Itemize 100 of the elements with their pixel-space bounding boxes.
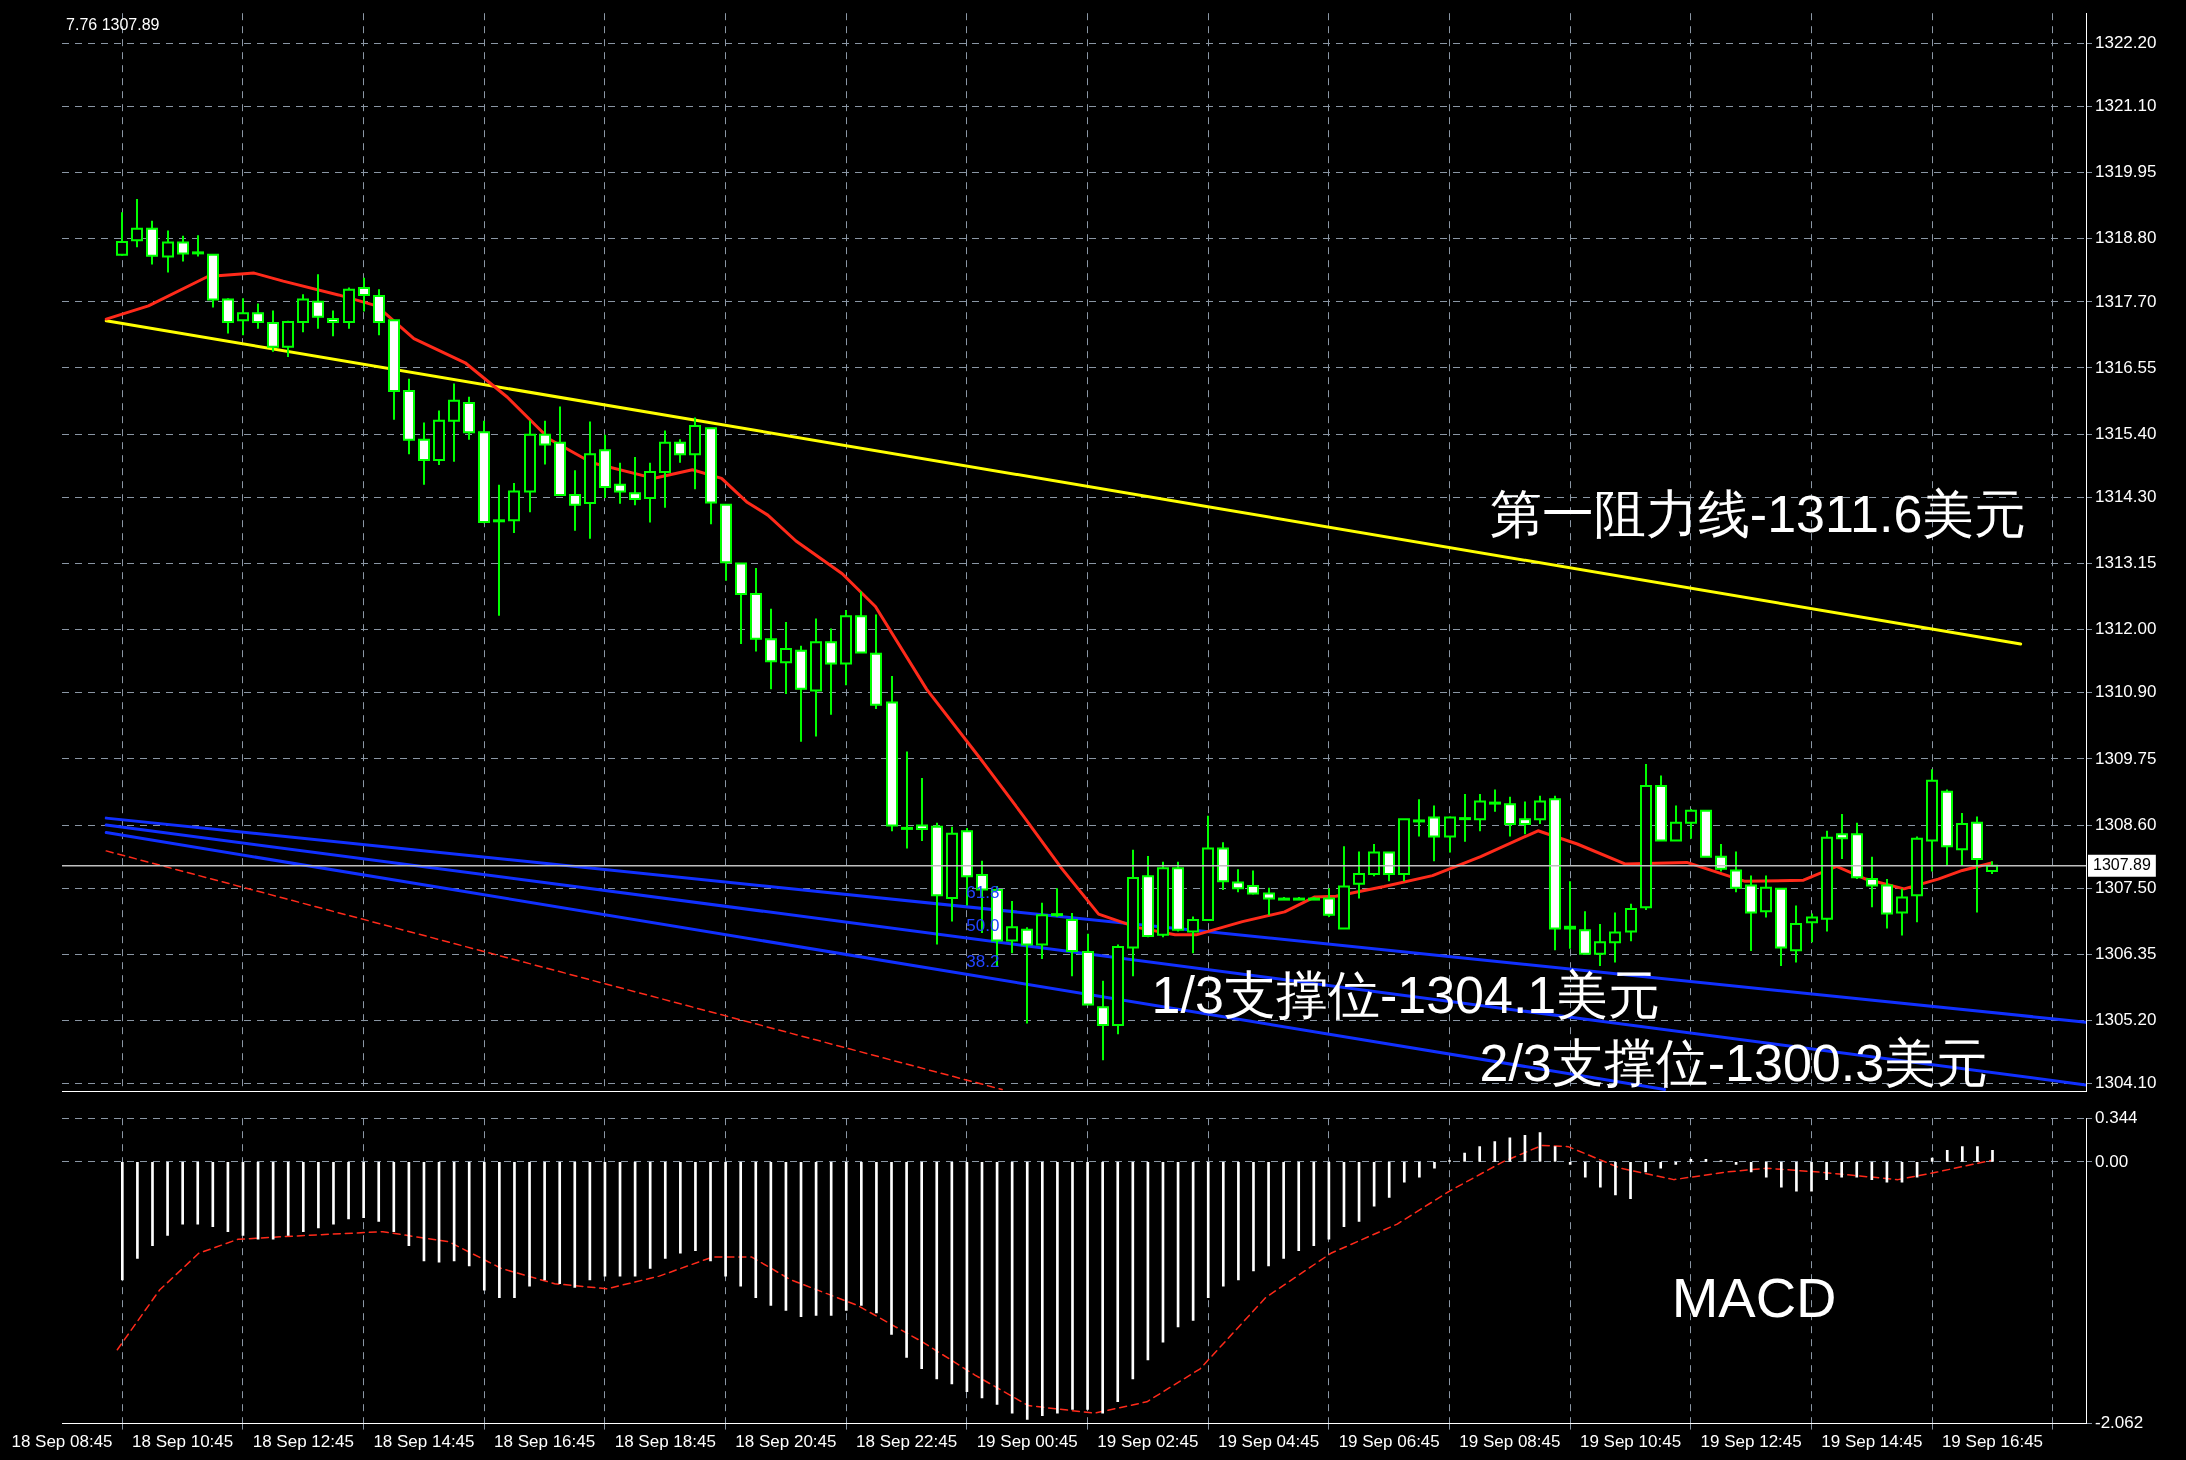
x-tick-label: 18 Sep 12:45: [252, 1432, 354, 1452]
y-tick-label: 0.00: [2095, 1151, 2129, 1171]
bar: [362, 1162, 365, 1219]
bar: [1252, 1162, 1255, 1272]
bar: [1629, 1162, 1632, 1200]
annotation: 38.2: [966, 952, 1000, 972]
bar: [1825, 1162, 1828, 1180]
y-tick-label: 1316.55: [2095, 357, 2157, 377]
x-tick-label: 19 Sep 06:45: [1338, 1432, 1440, 1452]
y-tick-label: 1321.10: [2095, 96, 2157, 116]
bar: [347, 1162, 350, 1220]
bar: [860, 1162, 863, 1306]
bar: [1583, 1162, 1587, 1178]
bar: [1780, 1162, 1783, 1188]
bar: [1116, 1162, 1120, 1403]
bar: [1402, 1162, 1406, 1183]
bar: [136, 1162, 139, 1259]
bar: [875, 1162, 878, 1314]
bar: [1795, 1162, 1798, 1192]
y-tick-label: 1322.20: [2095, 32, 2157, 52]
bar: [317, 1162, 320, 1229]
bar: [1267, 1162, 1270, 1267]
bar: [151, 1162, 154, 1246]
bar: [286, 1162, 290, 1236]
bar: [1659, 1162, 1663, 1169]
bar: [211, 1162, 215, 1227]
bar: [1071, 1162, 1074, 1410]
x-tick-label: 19 Sep 14:45: [1821, 1432, 1923, 1452]
y-tick-label: 1307.50: [2095, 877, 2157, 897]
bar: [1599, 1162, 1602, 1188]
bar: [679, 1162, 682, 1254]
y-tick-label: 1306.35: [2095, 944, 2157, 964]
bar: [935, 1162, 939, 1380]
bar: [754, 1162, 758, 1299]
bar: [513, 1162, 516, 1299]
y-tick-label: 1313.15: [2095, 553, 2157, 573]
bar: [829, 1162, 833, 1316]
bar: [558, 1162, 562, 1285]
bar: [1644, 1162, 1647, 1173]
bar: [1976, 1146, 1979, 1162]
bar: [1614, 1162, 1617, 1196]
bar: [181, 1162, 184, 1225]
bar: [1041, 1162, 1044, 1417]
bar: [332, 1162, 335, 1225]
bar: [1282, 1162, 1285, 1259]
x-tick-label: 19 Sep 16:45: [1941, 1432, 2044, 1452]
bar: [1749, 1162, 1753, 1173]
bar: [739, 1162, 743, 1287]
bar: [121, 1162, 124, 1281]
bar: [543, 1162, 546, 1281]
y-tick-label: 1310.90: [2095, 682, 2157, 702]
y-tick-label: 1308.60: [2095, 814, 2157, 834]
bar: [1961, 1146, 1964, 1162]
bar: [467, 1162, 471, 1267]
x-tick-label: 18 Sep 20:45: [735, 1432, 837, 1452]
bar: [1056, 1162, 1059, 1414]
bar: [1810, 1162, 1813, 1192]
x-tick-label: 19 Sep 12:45: [1700, 1432, 1802, 1452]
bar: [1764, 1162, 1768, 1178]
x-tick-label: 19 Sep 08:45: [1459, 1432, 1561, 1452]
annotation: 7.76 1307.89: [66, 15, 160, 33]
y-tick-label: 0.344: [2095, 1107, 2138, 1127]
x-tick-label: 19 Sep 04:45: [1217, 1432, 1320, 1452]
y-tick-label: 1314.30: [2095, 486, 2157, 506]
bar: [573, 1162, 577, 1288]
y-tick-label: 1304.10: [2095, 1073, 2157, 1093]
bar: [166, 1162, 169, 1236]
x-tick-label: 18 Sep 14:45: [373, 1432, 475, 1452]
bar: [1674, 1162, 1678, 1165]
x-tick-label: 18 Sep 10:45: [132, 1432, 234, 1452]
y-tick-label: -2.062: [2095, 1413, 2144, 1433]
bar: [377, 1162, 381, 1222]
ref-line-label: 1307.89: [2093, 856, 2151, 874]
bar: [1312, 1162, 1316, 1246]
y-tick-label: 1312.00: [2095, 619, 2157, 639]
bar: [1418, 1162, 1421, 1178]
bar: [1297, 1162, 1301, 1252]
bar: [920, 1162, 923, 1370]
bar: [724, 1162, 727, 1277]
bar: [196, 1162, 200, 1225]
bar: [694, 1162, 697, 1252]
y-tick-label: 1319.95: [2095, 162, 2157, 182]
bar: [482, 1162, 486, 1291]
bar: [1840, 1162, 1843, 1178]
bar: [528, 1162, 531, 1287]
y-tick-label: 1305.20: [2095, 1010, 2157, 1030]
bar: [890, 1162, 893, 1335]
bar: [1463, 1152, 1466, 1162]
y-tick-label: 1318.80: [2095, 228, 2157, 248]
x-tick-label: 18 Sep 08:45: [11, 1432, 113, 1452]
bar: [905, 1162, 908, 1358]
bar: [1991, 1150, 1994, 1162]
x-tick-label: 19 Sep 00:45: [976, 1432, 1078, 1452]
x-tick-label: 18 Sep 16:45: [494, 1432, 596, 1452]
bar: [663, 1162, 667, 1259]
bar: [498, 1162, 501, 1299]
bar: [648, 1162, 652, 1269]
bar: [1221, 1162, 1225, 1287]
bar: [1433, 1162, 1436, 1169]
bar: [1945, 1150, 1949, 1162]
